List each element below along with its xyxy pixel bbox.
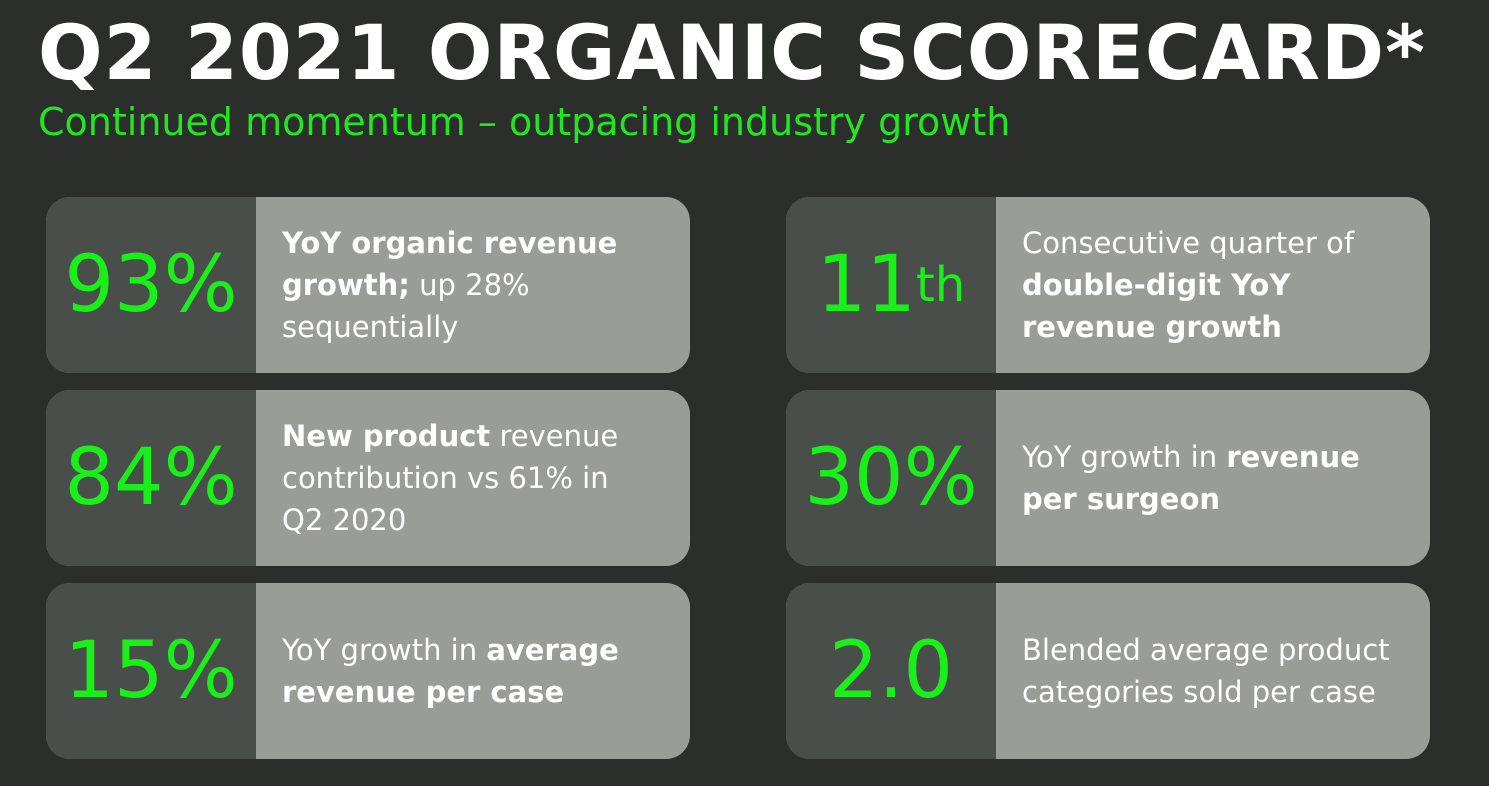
card: 30% YoY growth in revenue per surgeon [786,390,1430,566]
metric-suffix: th [916,257,966,313]
title: Q2 2021 ORGANIC SCORECARD* [38,8,1426,97]
metric: 30% [786,390,996,566]
description: Consecutive quarter of double-digit YoY … [996,197,1430,373]
text-segment: Blended average product categories sold … [1022,633,1390,709]
metric-value: 84% [64,433,238,523]
description: YoY growth in average revenue per case [256,583,690,759]
metric-value: 2.0 [828,626,954,716]
text-segment: average revenue per case [282,633,619,709]
metric: 2.0 [786,583,996,759]
metric-value: 11 [816,240,916,330]
text-segment: YoY organic revenue growth; [282,226,618,302]
metric: 84% [46,390,256,566]
text-segment: Consecutive quarter of [1022,226,1355,260]
metric-value: 30% [804,433,978,523]
card: 15% YoY growth in average revenue per cas… [46,583,690,759]
description-text: Blended average product categories sold … [1022,629,1390,713]
text-segment: New product [282,419,491,453]
card: 2.0 Blended average product categories so… [786,583,1430,759]
subtitle: Continued momentum – outpacing industry … [38,100,1011,144]
description-text: Consecutive quarter of double-digit YoY … [1022,222,1390,348]
text-segment: revenue contribution vs 61% in Q2 2020 [282,419,619,537]
description: New product revenue contribution vs 61% … [256,390,690,566]
text-segment: YoY growth in [282,633,487,667]
description: YoY growth in revenue per surgeon [996,390,1430,566]
metric-value: 15% [64,626,238,716]
description-text: YoY organic revenue growth; up 28% seque… [282,222,650,348]
metric: 93% [46,197,256,373]
card: 84% New product revenue contribution vs 6… [46,390,690,566]
metric: 15% [46,583,256,759]
description-text: New product revenue contribution vs 61% … [282,415,650,541]
text-segment: revenue per surgeon [1022,440,1360,516]
text-segment: YoY growth in [1022,440,1227,474]
metric-value: 93% [64,240,238,330]
description: Blended average product categories sold … [996,583,1430,759]
text-segment: up 28% sequentially [282,268,530,344]
description-text: YoY growth in revenue per surgeon [1022,436,1390,520]
text-segment: double-digit YoY revenue growth [1022,268,1291,344]
description: YoY organic revenue growth; up 28% seque… [256,197,690,373]
card: 93% YoY organic revenue growth; up 28% se… [46,197,690,373]
description-text: YoY growth in average revenue per case [282,629,650,713]
